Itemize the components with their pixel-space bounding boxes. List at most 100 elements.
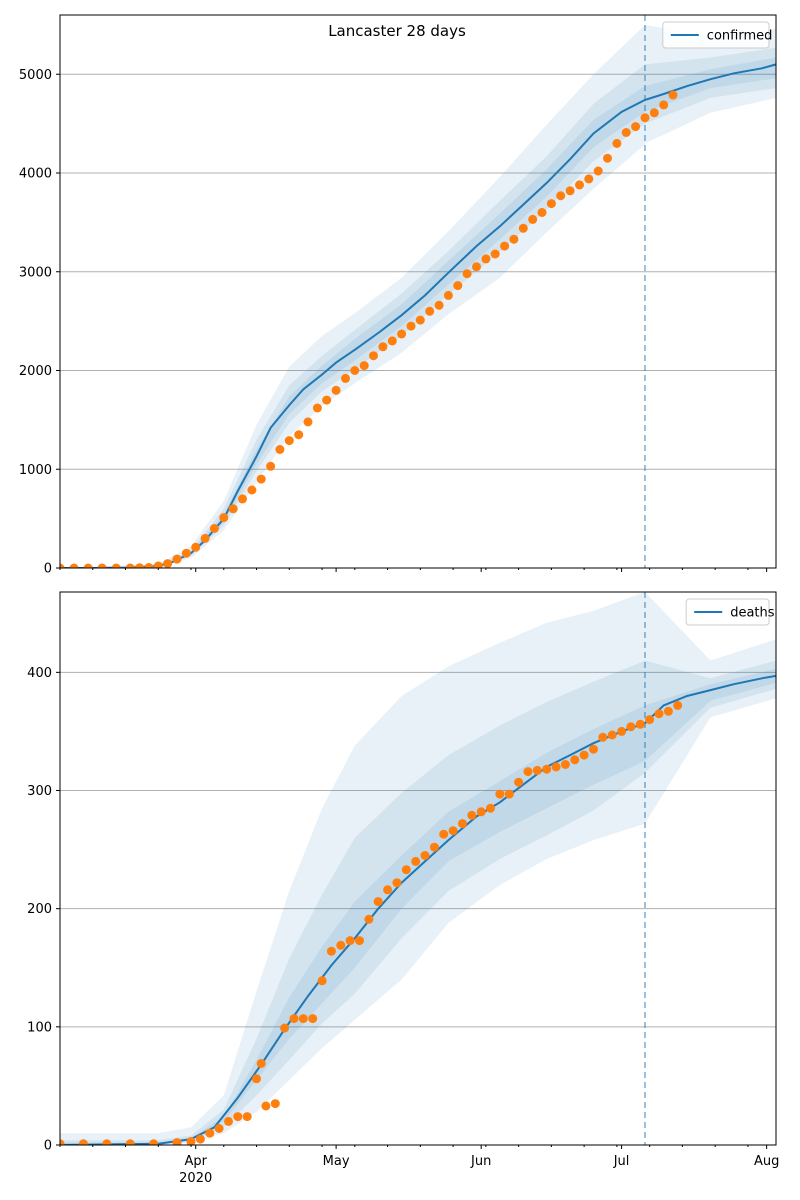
observed-point: [528, 214, 538, 224]
observed-point: [345, 936, 355, 946]
observed-point: [645, 715, 655, 725]
observed-point: [144, 563, 154, 568]
observed-point: [537, 208, 547, 217]
observed-point: [153, 561, 163, 568]
observed-point: [532, 765, 542, 775]
forecast-band: [645, 668, 776, 761]
y-tick-label: 3000: [19, 265, 52, 280]
observed-point: [401, 865, 411, 875]
observed-point: [598, 732, 608, 742]
observed-point: [490, 249, 500, 259]
observed-point: [514, 777, 524, 787]
observed-point: [303, 417, 313, 427]
observed-point: [219, 513, 229, 523]
observed-point: [546, 199, 556, 209]
axes-frame: [59, 14, 777, 569]
x-tick-label: Jul: [613, 1154, 630, 1169]
observed-point: [364, 914, 374, 924]
observed-point: [560, 760, 570, 769]
observed-point: [448, 826, 458, 836]
observed-point: [659, 100, 669, 110]
observed-point: [209, 524, 219, 533]
observed-point: [181, 548, 191, 558]
observed-point: [102, 1139, 112, 1145]
x-tick-label: Aug: [754, 1154, 779, 1169]
observed-point: [60, 1139, 65, 1145]
y-tick-label: 5000: [19, 68, 52, 83]
observed-point: [191, 542, 201, 552]
y-tick-label: 4000: [19, 167, 52, 182]
observed-point: [163, 559, 173, 568]
series-line-deaths: [60, 674, 776, 1145]
observed-point: [467, 810, 477, 820]
observed-point: [242, 1112, 252, 1122]
observed-point: [289, 1014, 299, 1024]
y-tick-label: 0: [44, 1139, 52, 1154]
observed-point: [308, 1014, 318, 1024]
observed-point: [233, 1112, 243, 1122]
observed-point: [518, 223, 528, 233]
observed-point: [673, 700, 683, 710]
observed-point: [495, 789, 505, 799]
y-tick-label: 2000: [19, 364, 52, 379]
forecast-band: [645, 660, 776, 773]
plot-area: [60, 15, 776, 568]
observed-point: [504, 789, 514, 799]
forecast-band: [645, 47, 776, 124]
observed-point: [663, 706, 673, 716]
observed-point: [551, 762, 561, 772]
observed-point: [252, 1074, 261, 1084]
observed-point: [392, 878, 402, 888]
observed-point: [617, 726, 627, 736]
observed-point: [434, 300, 444, 310]
observed-point: [556, 191, 566, 201]
observed-point: [369, 351, 378, 361]
observed-point: [280, 1023, 290, 1033]
observed-point: [462, 269, 472, 279]
observed-point: [284, 436, 294, 446]
plot-area: [60, 592, 776, 1145]
observed-point: [607, 730, 617, 740]
observed-point: [247, 485, 257, 495]
observed-point: [214, 1124, 224, 1133]
axes-frame: [59, 591, 777, 1146]
legend-box: [685, 598, 770, 626]
uncertainty-band: [60, 660, 645, 1145]
observed-point: [425, 306, 435, 316]
observed-point: [69, 563, 79, 568]
observed-point: [172, 554, 182, 564]
observed-point: [294, 430, 304, 440]
observed-point: [275, 445, 285, 454]
legend-box: [662, 21, 770, 49]
observed-point: [626, 722, 636, 732]
observed-point: [341, 373, 350, 383]
observed-point: [298, 1014, 308, 1024]
observed-point: [500, 241, 510, 251]
observed-point: [326, 946, 336, 956]
observed-point: [453, 281, 463, 291]
y-tick-label: 300: [27, 784, 52, 799]
observed-point: [125, 1139, 135, 1145]
observed-point: [486, 803, 495, 813]
observed-point: [359, 361, 369, 371]
observed-point: [397, 329, 407, 339]
observed-point: [228, 504, 238, 514]
uncertainty-band: [60, 24, 645, 568]
observed-point: [589, 744, 598, 754]
observed-point: [266, 461, 276, 471]
observed-point: [378, 342, 388, 352]
forecast-band: [645, 592, 776, 824]
observed-point: [111, 563, 121, 568]
observed-point: [224, 1116, 233, 1126]
observed-point: [649, 108, 659, 118]
observed-point: [373, 897, 383, 907]
observed-point: [570, 755, 580, 765]
observed-point: [200, 533, 210, 543]
observed-point: [542, 764, 552, 774]
observed-point: [261, 1101, 271, 1111]
observed-point: [509, 234, 519, 244]
confirmed-panel: 0 1000 2000 3000 4000 5000 confirmed: [19, 14, 777, 577]
observed-point: [336, 940, 346, 950]
observed-point: [238, 494, 247, 504]
